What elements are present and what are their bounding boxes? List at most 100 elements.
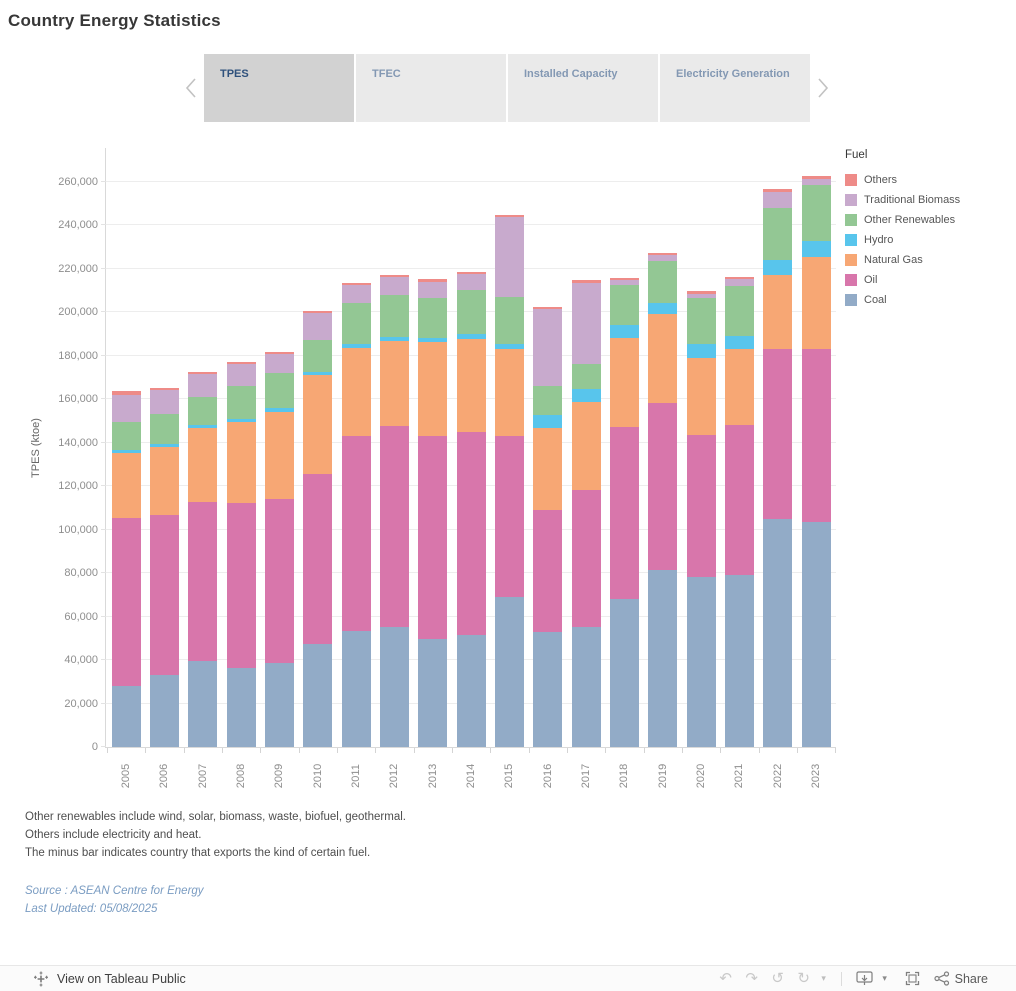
bar-segment-natural-gas-2021[interactable] xyxy=(724,348,754,426)
bar-segment-traditional-biomass-2011[interactable] xyxy=(341,284,371,304)
bar-segment-coal-2019[interactable] xyxy=(648,569,678,747)
bar-segment-coal-2008[interactable] xyxy=(226,667,256,747)
bar-segment-traditional-biomass-2006[interactable] xyxy=(149,390,179,415)
bar-segment-other-renewables-2008[interactable] xyxy=(226,385,256,419)
bar-segment-other-renewables-2015[interactable] xyxy=(494,296,524,344)
tab-tpes[interactable]: TPES xyxy=(204,54,354,122)
bar-segment-others-2020[interactable] xyxy=(686,291,716,294)
bar-segment-natural-gas-2010[interactable] xyxy=(303,375,333,475)
bar-segment-hydro-2014[interactable] xyxy=(456,334,486,340)
bar-segment-traditional-biomass-2015[interactable] xyxy=(494,217,524,297)
bar-segment-other-renewables-2019[interactable] xyxy=(648,260,678,304)
share-button[interactable]: Share xyxy=(934,971,988,986)
bar-segment-oil-2022[interactable] xyxy=(763,348,793,519)
bar-segment-oil-2009[interactable] xyxy=(264,499,294,664)
bar-segment-coal-2020[interactable] xyxy=(686,577,716,747)
bar-segment-others-2008[interactable] xyxy=(226,362,256,365)
bar-segment-hydro-2015[interactable] xyxy=(494,343,524,349)
bar-segment-coal-2013[interactable] xyxy=(418,639,448,747)
bar-segment-others-2011[interactable] xyxy=(341,282,371,285)
bar-segment-traditional-biomass-2018[interactable] xyxy=(609,280,639,285)
download-button[interactable] xyxy=(852,968,878,990)
bar-segment-traditional-biomass-2005[interactable] xyxy=(111,394,141,422)
bar-segment-natural-gas-2014[interactable] xyxy=(456,339,486,432)
x-axis-label-2006[interactable]: 2006 xyxy=(158,763,171,789)
undo-button[interactable]: ↶ xyxy=(713,968,739,990)
bar-segment-others-2022[interactable] xyxy=(763,189,793,193)
bar-segment-coal-2007[interactable] xyxy=(188,661,218,747)
bar-segment-other-renewables-2005[interactable] xyxy=(111,421,141,451)
bar-segment-coal-2017[interactable] xyxy=(571,627,601,747)
refresh-caret-icon[interactable]: ▾ xyxy=(821,973,826,983)
bar-segment-hydro-2023[interactable] xyxy=(801,241,831,257)
bar-segment-others-2018[interactable] xyxy=(609,278,639,281)
bar-segment-coal-2015[interactable] xyxy=(494,596,524,747)
x-axis-label-2018[interactable]: 2018 xyxy=(618,763,631,789)
bar-segment-traditional-biomass-2023[interactable] xyxy=(801,179,831,185)
bar-segment-coal-2023[interactable] xyxy=(801,521,831,747)
bar-segment-natural-gas-2018[interactable] xyxy=(609,338,639,428)
bar-segment-natural-gas-2020[interactable] xyxy=(686,357,716,435)
x-axis-label-2008[interactable]: 2008 xyxy=(235,763,248,789)
bar-segment-hydro-2018[interactable] xyxy=(609,325,639,339)
x-axis-label-2012[interactable]: 2012 xyxy=(388,763,401,789)
bar-segment-other-renewables-2016[interactable] xyxy=(533,385,563,416)
bar-segment-other-renewables-2009[interactable] xyxy=(264,372,294,408)
bar-segment-hydro-2021[interactable] xyxy=(724,335,754,349)
x-axis-label-2009[interactable]: 2009 xyxy=(273,763,286,789)
bar-segment-oil-2014[interactable] xyxy=(456,431,486,635)
bar-segment-traditional-biomass-2010[interactable] xyxy=(303,313,333,341)
x-axis-label-2020[interactable]: 2020 xyxy=(695,763,708,789)
bar-segment-oil-2016[interactable] xyxy=(533,509,563,632)
bar-segment-natural-gas-2008[interactable] xyxy=(226,421,256,504)
bar-segment-coal-2018[interactable] xyxy=(609,599,639,747)
x-axis-label-2021[interactable]: 2021 xyxy=(733,763,746,789)
bar-segment-natural-gas-2005[interactable] xyxy=(111,453,141,518)
x-axis-label-2014[interactable]: 2014 xyxy=(465,763,478,789)
bar-segment-natural-gas-2016[interactable] xyxy=(533,428,563,510)
x-axis-label-2022[interactable]: 2022 xyxy=(771,763,784,789)
tab-electricity-generation[interactable]: Electricity Generation xyxy=(660,54,810,122)
bar-segment-traditional-biomass-2017[interactable] xyxy=(571,282,601,365)
bar-segment-other-renewables-2011[interactable] xyxy=(341,303,371,344)
bar-segment-natural-gas-2007[interactable] xyxy=(188,428,218,503)
redo-button[interactable]: ↷ xyxy=(739,968,765,990)
bar-segment-traditional-biomass-2009[interactable] xyxy=(264,354,294,373)
bar-segment-others-2014[interactable] xyxy=(456,271,486,274)
bar-segment-hydro-2007[interactable] xyxy=(188,425,218,429)
bar-segment-others-2023[interactable] xyxy=(801,176,831,180)
x-axis-label-2017[interactable]: 2017 xyxy=(580,763,593,789)
bar-segment-traditional-biomass-2013[interactable] xyxy=(418,281,448,298)
bar-segment-coal-2016[interactable] xyxy=(533,631,563,747)
bar-segment-oil-2008[interactable] xyxy=(226,503,256,668)
x-axis-label-2005[interactable]: 2005 xyxy=(120,763,132,789)
bar-segment-traditional-biomass-2016[interactable] xyxy=(533,308,563,386)
bar-segment-coal-2009[interactable] xyxy=(264,663,294,747)
legend-item-hydro[interactable]: Hydro xyxy=(845,230,1013,250)
x-axis-label-2015[interactable]: 2015 xyxy=(503,763,516,789)
bar-segment-oil-2015[interactable] xyxy=(494,436,524,597)
bar-segment-coal-2005[interactable] xyxy=(111,686,141,747)
bar-segment-hydro-2019[interactable] xyxy=(648,303,678,315)
bar-segment-hydro-2011[interactable] xyxy=(341,343,371,348)
tabs-prev-arrow[interactable] xyxy=(178,54,204,122)
legend-item-oil[interactable]: Oil xyxy=(845,270,1013,290)
bar-segment-oil-2023[interactable] xyxy=(801,348,831,522)
bar-segment-oil-2007[interactable] xyxy=(188,502,218,662)
x-axis-label-2013[interactable]: 2013 xyxy=(426,763,439,789)
bar-segment-oil-2013[interactable] xyxy=(418,435,448,640)
bar-segment-others-2017[interactable] xyxy=(571,280,601,283)
bar-segment-other-renewables-2014[interactable] xyxy=(456,290,486,335)
bar-segment-natural-gas-2019[interactable] xyxy=(648,314,678,404)
bar-segment-other-renewables-2022[interactable] xyxy=(763,207,793,260)
bar-segment-coal-2010[interactable] xyxy=(303,643,333,747)
bar-segment-other-renewables-2012[interactable] xyxy=(379,294,409,338)
bar-segment-oil-2021[interactable] xyxy=(724,425,754,576)
bar-segment-other-renewables-2010[interactable] xyxy=(303,340,333,372)
bar-segment-oil-2017[interactable] xyxy=(571,490,601,628)
bar-segment-natural-gas-2011[interactable] xyxy=(341,347,371,436)
bar-segment-others-2015[interactable] xyxy=(494,215,524,218)
bar-segment-coal-2014[interactable] xyxy=(456,635,486,747)
refresh-button[interactable]: ↻ xyxy=(791,968,817,990)
bar-segment-traditional-biomass-2019[interactable] xyxy=(648,255,678,261)
